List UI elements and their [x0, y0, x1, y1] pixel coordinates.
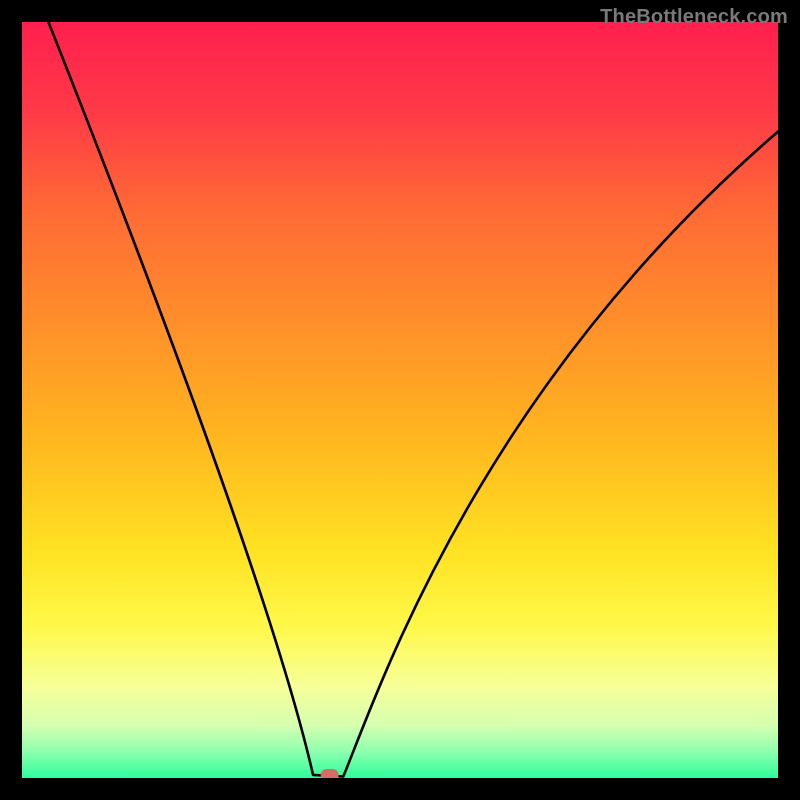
- watermark-text: TheBottleneck.com: [600, 6, 788, 29]
- plot-gradient-area: [22, 22, 778, 778]
- bottleneck-chart-svg: [0, 0, 800, 800]
- figure-container: TheBottleneck.com: [0, 0, 800, 800]
